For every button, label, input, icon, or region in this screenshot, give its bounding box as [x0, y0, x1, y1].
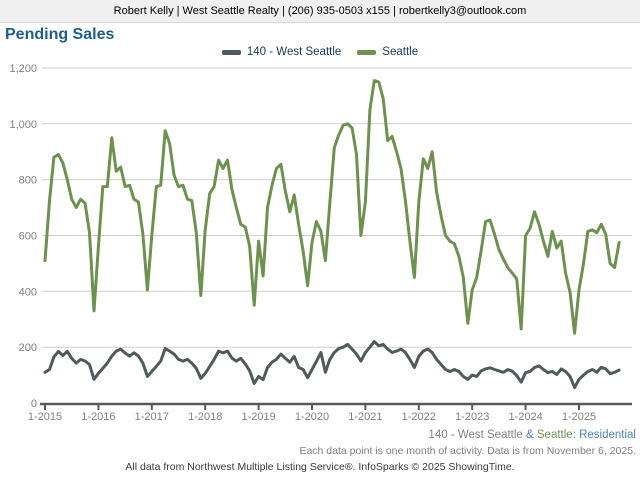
- svg-text:0: 0: [31, 398, 37, 410]
- svg-text:600: 600: [19, 231, 37, 243]
- chart-legend: 140 - West Seattle Seattle: [0, 44, 640, 60]
- svg-text:1-2021: 1-2021: [348, 411, 382, 423]
- svg-text:1-2024: 1-2024: [508, 411, 542, 423]
- svg-text:1-2022: 1-2022: [402, 411, 436, 423]
- svg-text:800: 800: [19, 175, 37, 187]
- svg-text:1-2018: 1-2018: [188, 411, 222, 423]
- west-seattle-swatch-icon: [221, 49, 241, 55]
- pending-sales-chart[interactable]: 0 200 400 600 800 1,000 1,200 1-2015 1-2016 1-201…: [0, 60, 640, 430]
- footer-series-gray: 140 - West Seattle: [428, 429, 527, 441]
- svg-text:1-2025: 1-2025: [562, 411, 596, 423]
- svg-text:400: 400: [19, 286, 37, 298]
- footer-series-rest: : Residential: [572, 429, 636, 441]
- chart-area[interactable]: 0 200 400 600 800 1,000 1,200 1-2015 1-2016 1-201…: [0, 60, 640, 430]
- svg-text:1-2016: 1-2016: [81, 411, 115, 423]
- footer-series-label: 140 - West Seattle & Seattle: Residentia…: [428, 429, 636, 441]
- legend-label-seattle: Seattle: [382, 46, 419, 58]
- legend-label-west-seattle: 140 - West Seattle: [246, 46, 342, 58]
- footer-series-amp: &: [526, 429, 537, 441]
- svg-text:1-2023: 1-2023: [455, 411, 489, 423]
- legend-item-west-seattle[interactable]: 140 - West Seattle: [221, 46, 342, 58]
- svg-text:200: 200: [19, 342, 37, 354]
- svg-text:1,200: 1,200: [9, 63, 37, 75]
- svg-text:1-2019: 1-2019: [241, 411, 275, 423]
- footer-attribution: All data from Northwest Multiple Listing…: [125, 461, 515, 473]
- footer-note: Each data point is one month of activity…: [299, 445, 636, 457]
- svg-text:1,000: 1,000: [9, 119, 37, 131]
- svg-text:1-2017: 1-2017: [135, 411, 169, 423]
- footer-series-green: Seattle: [536, 429, 573, 441]
- contact-bar: Robert Kelly | West Seattle Realty | (20…: [0, 0, 640, 23]
- legend-item-seattle[interactable]: Seattle: [357, 46, 418, 58]
- contact-text: Robert Kelly | West Seattle Realty | (20…: [113, 5, 527, 17]
- svg-text:1-2020: 1-2020: [295, 411, 329, 423]
- svg-text:1-2015: 1-2015: [28, 411, 62, 423]
- seattle-swatch-icon: [357, 49, 377, 55]
- page-title: Pending Sales: [5, 26, 115, 43]
